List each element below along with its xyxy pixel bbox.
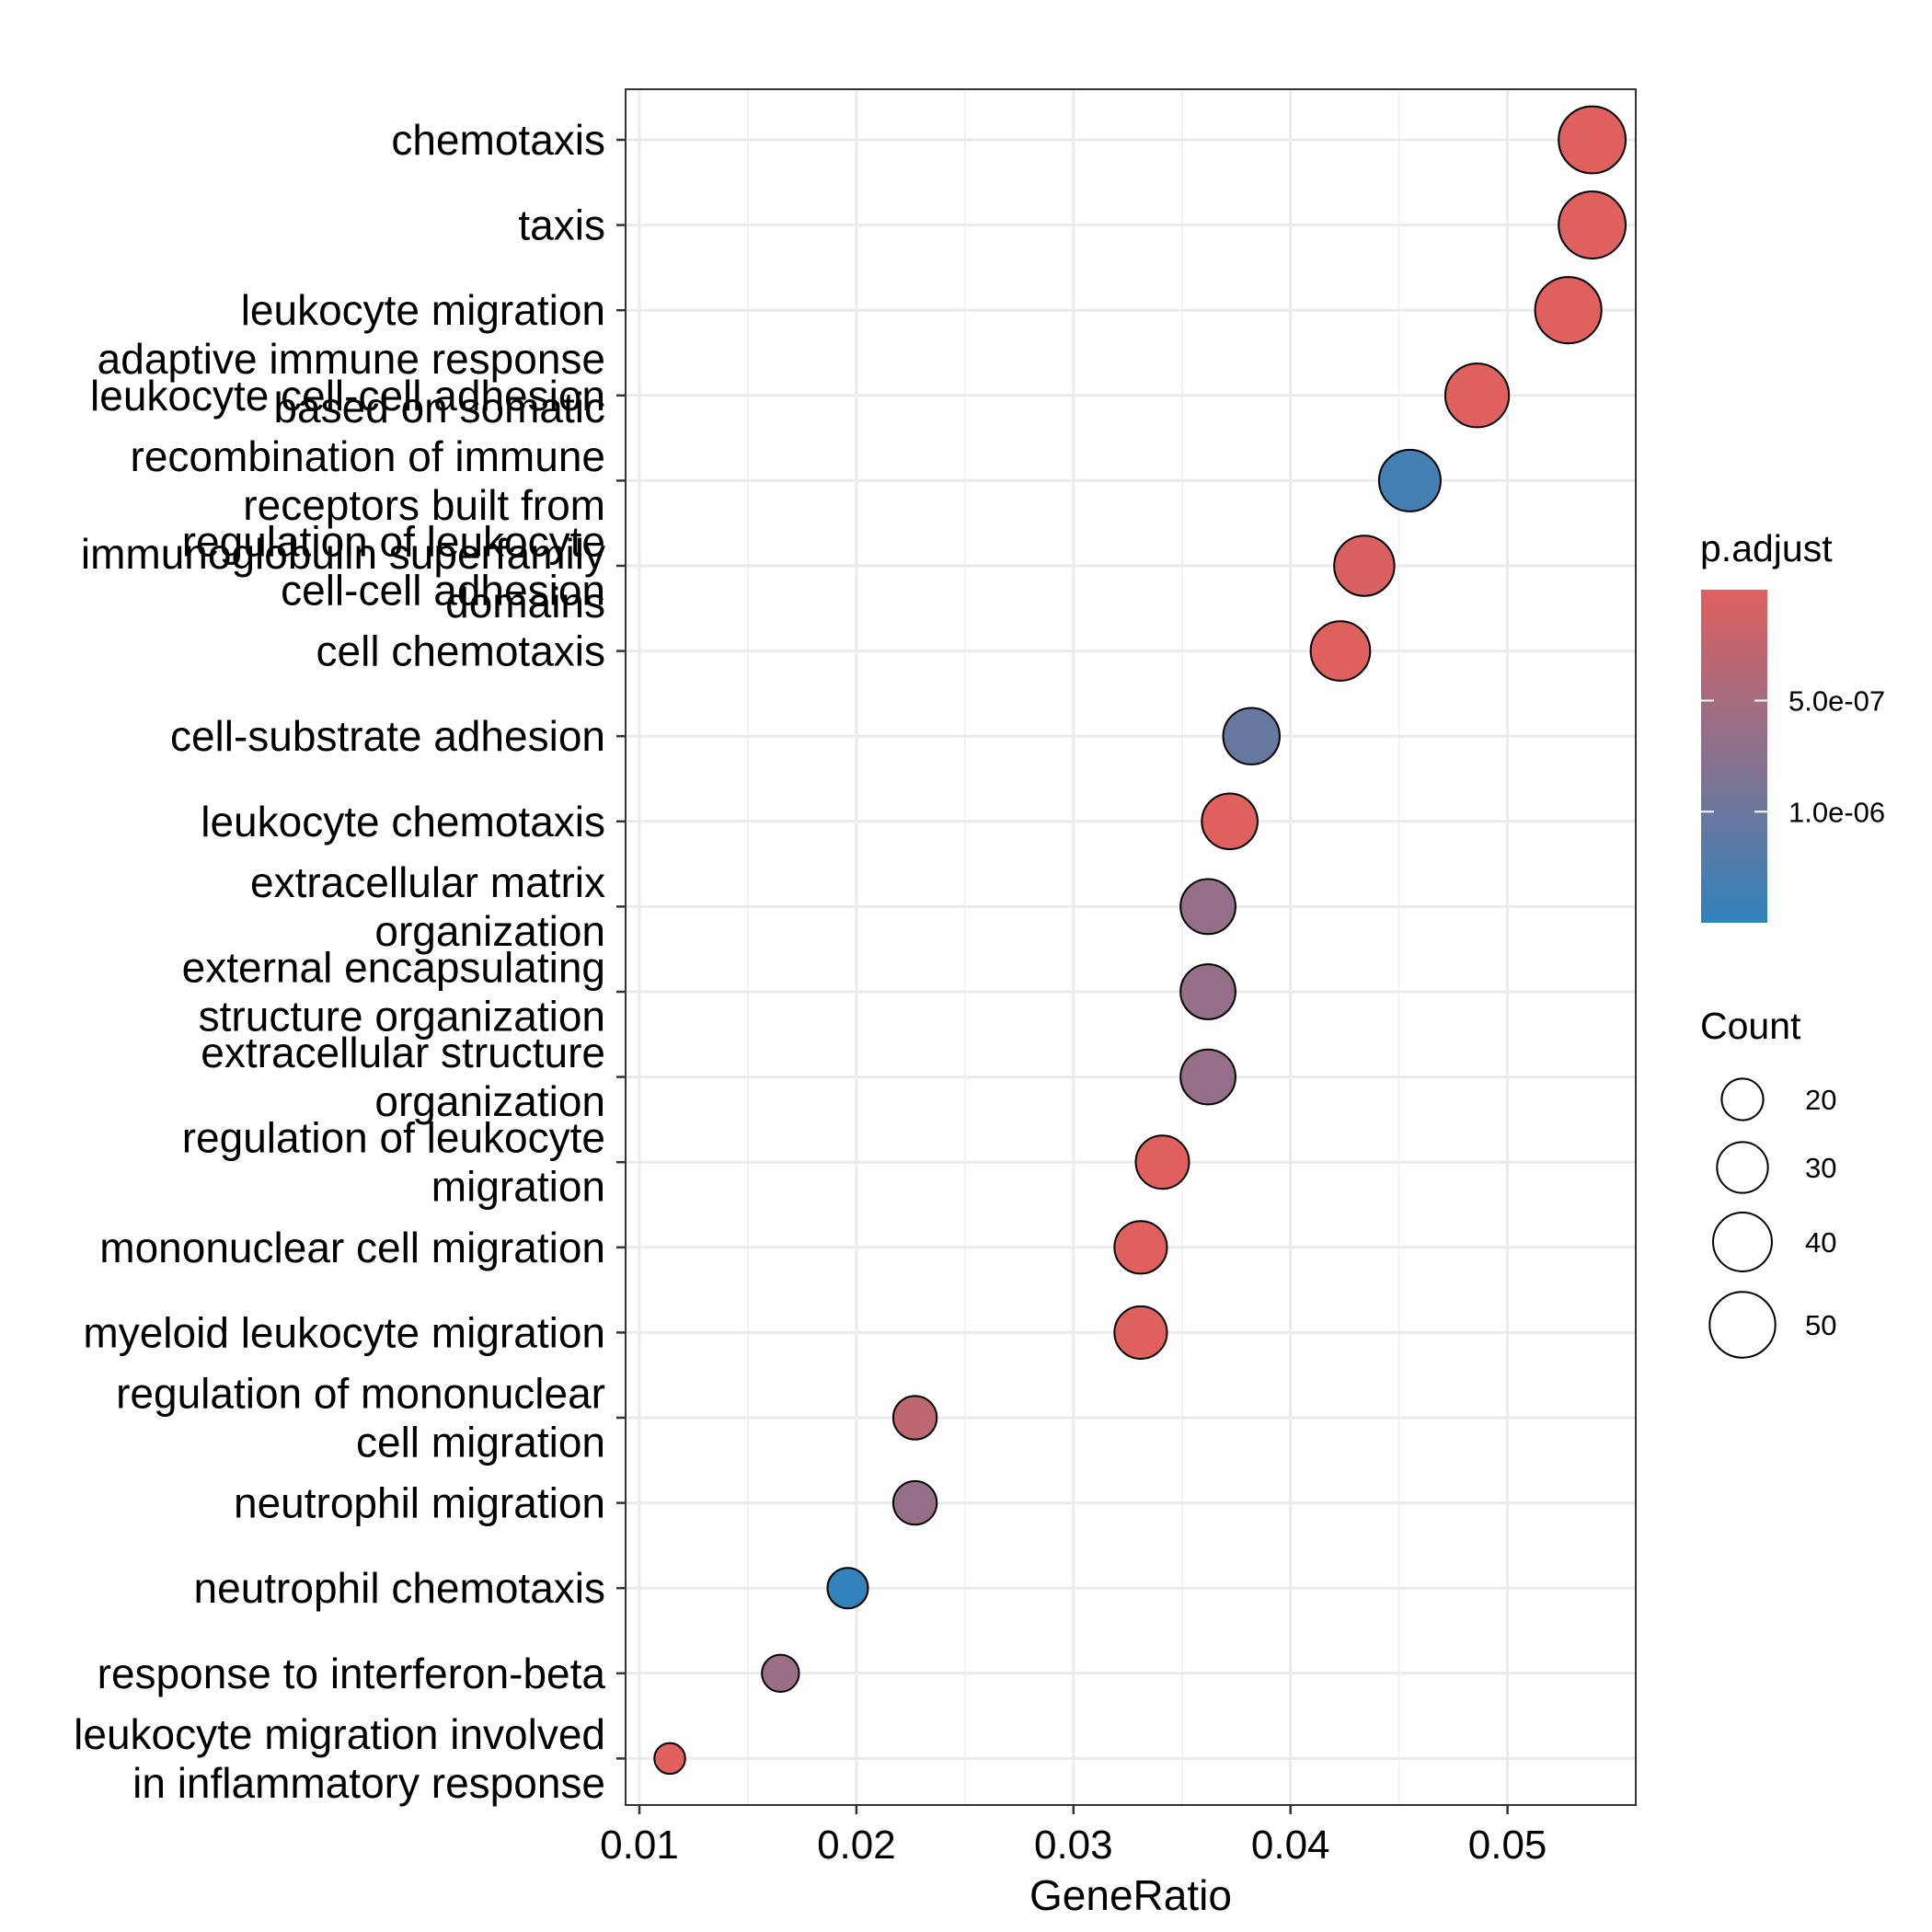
y-tick-label: external encapsulating structure organiza… [182, 944, 605, 1041]
size-legend-key [1712, 1212, 1773, 1272]
data-point [1558, 190, 1627, 260]
size-legend-key [1716, 1141, 1769, 1194]
data-point [1113, 1305, 1168, 1360]
size-legend-items: 20 30 40 50 [1708, 1077, 1836, 1359]
y-tick-label: cell chemotaxis [316, 627, 605, 675]
x-tick-label: 0.03 [1034, 1823, 1113, 1868]
size-legend-label: 40 [1805, 1226, 1836, 1259]
y-tick-label: regulation of leukocyte cell-cell adhesio… [182, 518, 605, 615]
data-point [1558, 105, 1627, 175]
data-point [1377, 448, 1442, 512]
data-point [1134, 1134, 1190, 1190]
size-legend-title: Count [1700, 1005, 1801, 1047]
data-point [1222, 707, 1281, 765]
size-legend-label: 30 [1805, 1152, 1836, 1184]
color-legend-bar [1701, 590, 1767, 923]
size-legend-key [1720, 1077, 1765, 1121]
y-tick-label: leukocyte cell-cell adhesion [90, 372, 605, 420]
data-points [653, 105, 1627, 1776]
x-axis-title: GeneRatio [1029, 1871, 1232, 1919]
x-axis-labels: 0.01 0.02 0.03 0.04 0.05 [600, 1823, 1547, 1868]
y-tick-label: regulation of mononuclear cell migration [116, 1370, 605, 1466]
y-tick-label: taxis [518, 201, 605, 249]
y-tick-label: myeloid leukocyte migration [83, 1308, 605, 1356]
size-legend-key [1708, 1291, 1777, 1359]
x-tick-label: 0.01 [600, 1823, 679, 1868]
x-tick-label: 0.05 [1468, 1823, 1547, 1868]
data-point [826, 1567, 869, 1610]
color-legend: p.adjust 5.0e-07 1.0e-06 [1700, 527, 1885, 923]
color-legend-title: p.adjust [1700, 527, 1833, 569]
data-point [1179, 1048, 1236, 1106]
y-tick-label: regulation of leukocyte migration [182, 1114, 605, 1211]
y-tick-label: chemotaxis [391, 116, 605, 164]
x-tick-label: 0.02 [817, 1823, 896, 1868]
data-point [1309, 620, 1372, 682]
y-tick-label: neutrophil migration [234, 1479, 605, 1527]
panel-border [625, 88, 1637, 1806]
y-tick-label: mononuclear cell migration [99, 1224, 605, 1271]
size-legend-label: 20 [1805, 1084, 1836, 1116]
minor-gridlines [746, 89, 1400, 1805]
data-point [761, 1653, 800, 1694]
y-tick-label: neutrophil chemotaxis [194, 1564, 605, 1612]
size-legend-label: 50 [1805, 1309, 1836, 1341]
color-legend-ticks: 5.0e-07 1.0e-06 [1701, 685, 1885, 828]
y-tick-label: adaptive immune response based on somatic… [81, 335, 605, 627]
data-point [1333, 535, 1396, 597]
major-gridlines-y [626, 138, 1636, 1760]
data-point [891, 1395, 938, 1441]
y-tick-label: extracellular structure organization [201, 1029, 605, 1125]
panel-background [626, 89, 1636, 1805]
y-axis-ticks [616, 138, 626, 1760]
data-point [891, 1479, 938, 1526]
y-tick-label: cell-substrate adhesion [170, 712, 605, 760]
data-point [1179, 963, 1236, 1020]
size-legend: Count 20 30 40 50 [1700, 1005, 1836, 1359]
color-legend-label: 1.0e-06 [1788, 796, 1885, 828]
data-point [1201, 792, 1259, 851]
data-point [653, 1742, 686, 1776]
data-point [1534, 276, 1603, 345]
data-point [1113, 1220, 1168, 1275]
major-gridlines-x [638, 89, 1510, 1805]
x-tick-label: 0.04 [1251, 1823, 1330, 1868]
y-tick-label: leukocyte chemotaxis [201, 798, 605, 845]
y-tick-label: leukocyte migration [241, 286, 605, 334]
y-tick-label: leukocyte migration involved in inflammat… [74, 1710, 605, 1807]
y-tick-label: response to interferon-beta [98, 1650, 606, 1697]
y-axis-labels: chemotaxis taxis leukocyte migration leukoc… [74, 116, 605, 1807]
y-tick-label: extracellular matrix organization [250, 858, 605, 955]
x-axis-ticks [638, 1805, 1509, 1814]
data-point [1443, 362, 1511, 429]
data-point [1179, 878, 1236, 936]
color-legend-label: 5.0e-07 [1788, 685, 1885, 718]
